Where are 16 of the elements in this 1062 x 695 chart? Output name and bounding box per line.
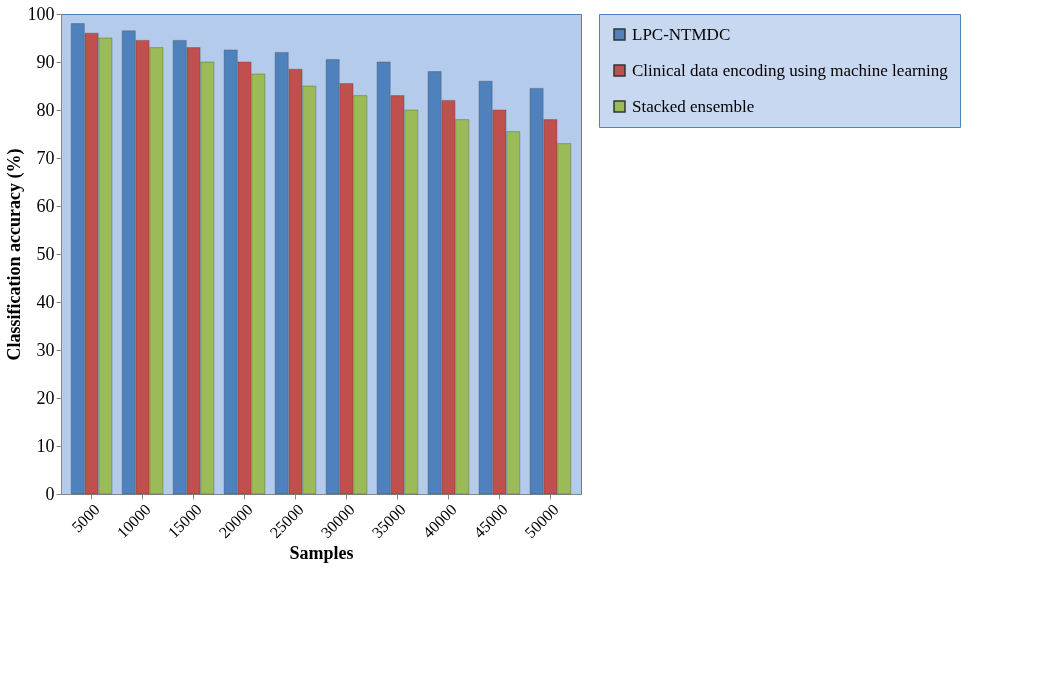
y-tick-label: 60: [36, 195, 55, 216]
x-axis-title: Samples: [289, 543, 354, 564]
y-tick-label: 80: [36, 99, 55, 120]
y-tick-label: 30: [36, 339, 55, 360]
y-tick-label: 40: [36, 291, 55, 312]
y-tick-label: 90: [36, 51, 55, 72]
y-tick-label: 50: [36, 243, 55, 264]
legend-label: Stacked ensemble: [632, 96, 755, 116]
y-tick-label: 70: [36, 147, 55, 168]
legend-label: LPC-NTMDC: [632, 24, 731, 44]
legend-label: Clinical data encoding using machine learning: [632, 60, 949, 80]
y-tick-label: 0: [45, 483, 55, 504]
y-tick-label: 100: [27, 3, 55, 24]
y-tick-label: 20: [36, 387, 55, 408]
y-tick-label: 10: [36, 435, 55, 456]
y-axis-title: Classification accuracy (%): [3, 148, 25, 361]
